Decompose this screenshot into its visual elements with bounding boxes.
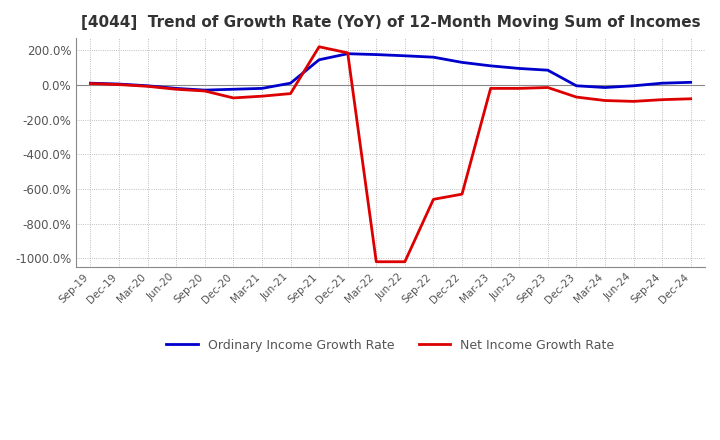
Ordinary Income Growth Rate [200, 88, 209, 93]
Net Income Growth Rate [114, 82, 123, 87]
Ordinary Income Growth Rate [544, 68, 552, 73]
Ordinary Income Growth Rate [458, 60, 467, 65]
Net Income Growth Rate [400, 259, 409, 264]
Line: Net Income Growth Rate: Net Income Growth Rate [91, 47, 690, 262]
Net Income Growth Rate [458, 191, 467, 197]
Ordinary Income Growth Rate [372, 52, 381, 57]
Ordinary Income Growth Rate [572, 83, 581, 88]
Ordinary Income Growth Rate [600, 85, 609, 90]
Net Income Growth Rate [86, 81, 95, 86]
Net Income Growth Rate [600, 98, 609, 103]
Ordinary Income Growth Rate [114, 81, 123, 87]
Ordinary Income Growth Rate [629, 83, 638, 88]
Net Income Growth Rate [200, 88, 209, 94]
Net Income Growth Rate [143, 84, 152, 89]
Ordinary Income Growth Rate [86, 81, 95, 86]
Ordinary Income Growth Rate [658, 81, 667, 86]
Net Income Growth Rate [343, 50, 352, 55]
Net Income Growth Rate [686, 96, 695, 102]
Ordinary Income Growth Rate [143, 83, 152, 88]
Ordinary Income Growth Rate [515, 66, 523, 71]
Title: [4044]  Trend of Growth Rate (YoY) of 12-Month Moving Sum of Incomes: [4044] Trend of Growth Rate (YoY) of 12-… [81, 15, 701, 30]
Ordinary Income Growth Rate [286, 81, 294, 86]
Ordinary Income Growth Rate [343, 51, 352, 56]
Net Income Growth Rate [286, 91, 294, 96]
Ordinary Income Growth Rate [172, 86, 181, 91]
Net Income Growth Rate [515, 86, 523, 91]
Net Income Growth Rate [315, 44, 323, 49]
Net Income Growth Rate [544, 85, 552, 90]
Legend: Ordinary Income Growth Rate, Net Income Growth Rate: Ordinary Income Growth Rate, Net Income … [161, 334, 620, 357]
Net Income Growth Rate [229, 95, 238, 101]
Net Income Growth Rate [429, 197, 438, 202]
Ordinary Income Growth Rate [686, 80, 695, 85]
Net Income Growth Rate [372, 259, 381, 264]
Ordinary Income Growth Rate [229, 87, 238, 92]
Net Income Growth Rate [572, 95, 581, 100]
Net Income Growth Rate [258, 94, 266, 99]
Net Income Growth Rate [486, 86, 495, 91]
Net Income Growth Rate [629, 99, 638, 104]
Line: Ordinary Income Growth Rate: Ordinary Income Growth Rate [91, 54, 690, 90]
Ordinary Income Growth Rate [258, 86, 266, 91]
Ordinary Income Growth Rate [315, 57, 323, 62]
Net Income Growth Rate [172, 87, 181, 92]
Ordinary Income Growth Rate [400, 53, 409, 59]
Net Income Growth Rate [658, 97, 667, 102]
Ordinary Income Growth Rate [486, 63, 495, 69]
Ordinary Income Growth Rate [429, 55, 438, 60]
